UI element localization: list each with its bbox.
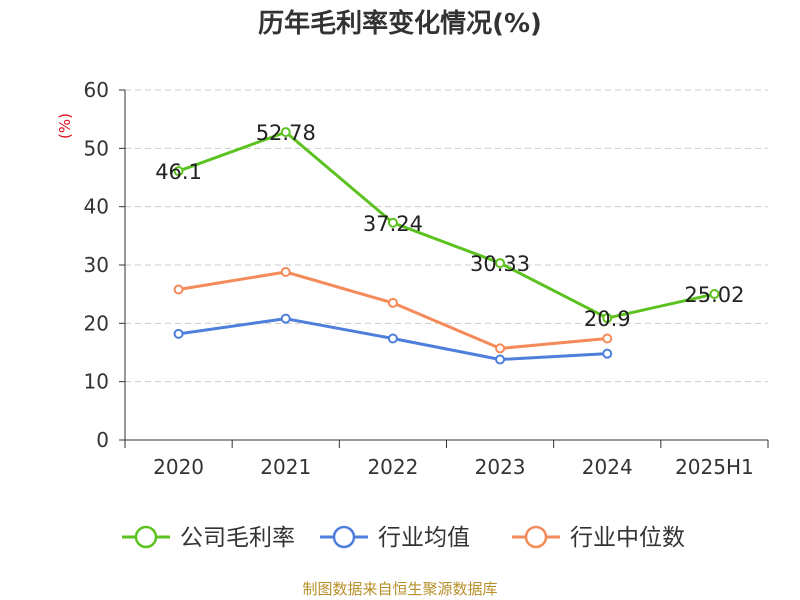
data-label: 20.9 bbox=[584, 307, 631, 331]
data-point bbox=[173, 284, 184, 295]
axes bbox=[119, 89, 769, 448]
legend-label: 公司毛利率 bbox=[180, 525, 295, 551]
series-group bbox=[173, 127, 720, 365]
y-tick-label: 10 bbox=[84, 370, 109, 394]
y-tick-label: 50 bbox=[84, 136, 109, 160]
data-labels: 46.1 52.78 37.24 30.33 20.9 25.02 bbox=[155, 121, 744, 331]
x-tick-label: 2022 bbox=[367, 455, 418, 479]
data-point bbox=[495, 258, 506, 269]
data-point bbox=[495, 343, 506, 354]
legend-swatch-marker bbox=[134, 525, 158, 549]
data-point bbox=[280, 267, 291, 277]
x-tick-label: 2021 bbox=[260, 455, 311, 479]
source-note: 制图数据来自恒生聚源数据库 bbox=[302, 580, 497, 598]
y-tick-label: 30 bbox=[84, 253, 109, 277]
data-point bbox=[602, 348, 613, 359]
data-label: 52.78 bbox=[256, 121, 316, 145]
data-point bbox=[709, 289, 720, 300]
series-line-0 bbox=[178, 130, 715, 320]
data-point bbox=[387, 297, 398, 308]
legend: 公司毛利率 行业均值 行业中位数 bbox=[122, 525, 685, 551]
y-tick-label: 40 bbox=[84, 195, 109, 219]
data-point bbox=[387, 333, 398, 344]
data-point bbox=[173, 328, 184, 339]
legend-label: 行业中位数 bbox=[570, 525, 685, 551]
data-point bbox=[602, 333, 613, 344]
y-tick-labels: 0 10 20 30 40 50 60 bbox=[84, 78, 109, 452]
data-label: 46.1 bbox=[155, 160, 202, 184]
data-point bbox=[387, 217, 398, 228]
data-point bbox=[495, 354, 506, 365]
y-tick-label: 60 bbox=[84, 78, 109, 102]
x-tick-label: 2025H1 bbox=[675, 455, 754, 479]
data-label: 30.33 bbox=[470, 252, 530, 276]
grid-lines bbox=[125, 89, 768, 383]
data-point bbox=[280, 127, 291, 138]
x-tick-labels: 2020 2021 2022 2023 2024 2025H1 bbox=[153, 455, 754, 479]
y-tick-label: 20 bbox=[84, 311, 109, 335]
data-label: 25.02 bbox=[684, 283, 744, 307]
legend-label: 行业均值 bbox=[378, 525, 470, 551]
x-tick-label: 2024 bbox=[582, 455, 633, 479]
legend-swatch-marker bbox=[524, 525, 548, 549]
y-axis-unit: (%) bbox=[56, 113, 74, 139]
y-tick-label: 0 bbox=[96, 428, 109, 452]
data-point bbox=[173, 166, 184, 177]
x-tick-label: 2020 bbox=[153, 455, 204, 479]
data-label: 37.24 bbox=[363, 212, 423, 236]
x-tick-label: 2023 bbox=[475, 455, 526, 479]
chart-title: 历年毛利率变化情况(%) bbox=[258, 8, 542, 39]
data-point bbox=[280, 313, 291, 324]
legend-swatch-marker bbox=[332, 525, 356, 549]
data-point bbox=[602, 313, 613, 324]
